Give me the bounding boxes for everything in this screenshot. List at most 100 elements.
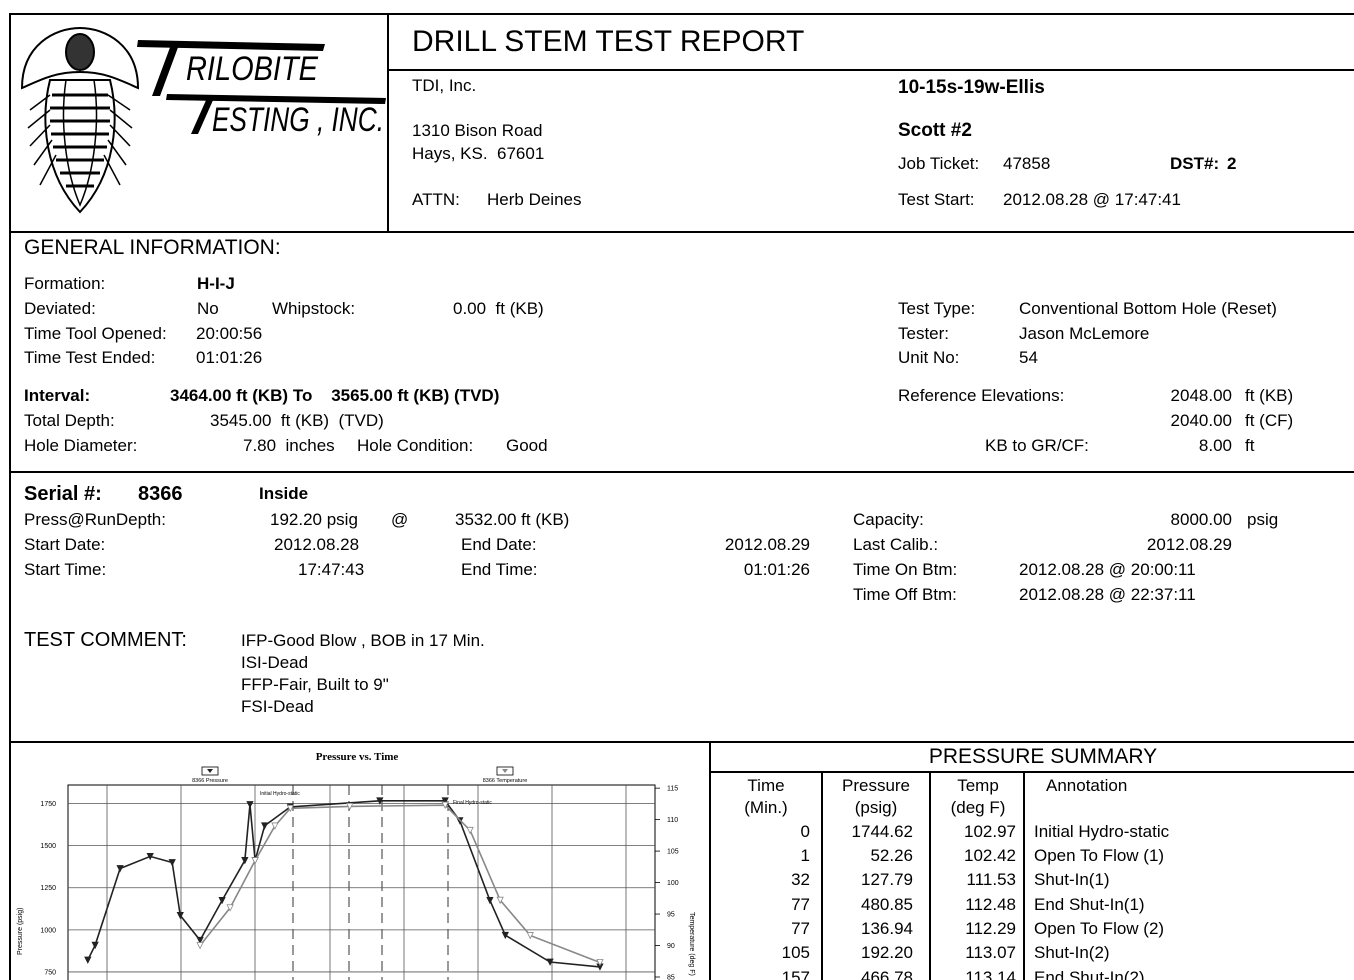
chart-title: Pressure vs. Time	[316, 751, 399, 763]
kb-to-gr: 8.00	[1199, 436, 1232, 456]
last-calib-label: Last Calib.:	[853, 535, 938, 555]
plot-frame	[68, 785, 655, 980]
on-btm-label: Time On Btm:	[853, 560, 957, 580]
rows: 32	[791, 870, 810, 890]
interval-label: Interval:	[24, 386, 90, 406]
test-type-label: Test Type:	[898, 299, 975, 319]
rows: 52.26	[870, 846, 913, 866]
rows: 480.85	[861, 895, 913, 915]
capacity: 8000.00	[1171, 510, 1232, 530]
rows: 157	[782, 968, 810, 980]
hole-diameter: 7.80 inches	[243, 436, 335, 456]
rows: Shut-In(2)	[1034, 943, 1110, 963]
data-point	[247, 802, 253, 808]
rows: 136.94	[861, 919, 913, 939]
series-line	[200, 805, 600, 962]
whipstock-label: Whipstock:	[272, 299, 355, 319]
tester: Jason McLemore	[1019, 324, 1149, 344]
rows: 77	[791, 895, 810, 915]
rows: 77	[791, 919, 810, 939]
title: DRILL STEM TEST REPORT	[412, 24, 804, 60]
interval: 3464.00 ft (KB) To 3565.00 ft (KB) (TVD)	[170, 386, 499, 406]
test-ended-label: Time Test Ended:	[24, 348, 155, 368]
run-depth: 3532.00 ft (KB)	[455, 510, 569, 530]
rows: 102.42	[964, 846, 1016, 866]
chart: Pressure vs. Time75010001250150017508590…	[17, 751, 695, 980]
y2-tick-label: 110	[667, 817, 678, 824]
rows: 192.20	[861, 943, 913, 963]
at: @	[391, 510, 408, 530]
rows: 113.07	[965, 943, 1016, 963]
logo-text: ESTING , INC.	[212, 101, 384, 139]
data-point	[219, 897, 225, 903]
title: PRESSURE SUMMARY	[929, 744, 1157, 769]
test-start-label: Test Start:	[898, 190, 975, 210]
start-date: 2012.08.28	[274, 535, 359, 555]
legend-label: 8366 Temperature	[483, 778, 528, 784]
data-point	[92, 942, 98, 948]
chart-annotation: Final Hydro-static	[453, 800, 492, 806]
position: Inside	[259, 484, 308, 504]
comment-label: TEST COMMENT:	[24, 628, 187, 652]
rows: End Shut-In(2)	[1034, 968, 1145, 980]
y2-tick-label: 100	[667, 880, 679, 887]
capacity-unit: psig	[1247, 510, 1278, 530]
deviated-label: Deviated:	[24, 299, 96, 319]
tool-opened: 20:00:56	[196, 324, 262, 344]
hole-condition-label: Hole Condition:	[357, 436, 473, 456]
comments: ISI-Dead	[241, 653, 308, 673]
y-tick-label: 1750	[40, 801, 56, 808]
legend-label: 8366 Pressure	[192, 778, 228, 784]
end-date-label: End Date:	[461, 535, 537, 555]
y-tick-label: 1000	[40, 927, 56, 934]
formation: H-I-J	[197, 274, 235, 294]
attn-label: ATTN:	[412, 190, 460, 210]
rows: 111.53	[967, 870, 1016, 890]
address: Hays, KS. 67601	[412, 144, 544, 164]
elevation-kb-unit: ft (KB)	[1245, 386, 1293, 406]
tester-label: Tester:	[898, 324, 949, 344]
serial-label: Serial #:	[24, 482, 102, 506]
data-point	[197, 943, 203, 949]
elevation-kb: 2048.00	[1171, 386, 1232, 406]
data-point	[252, 858, 258, 864]
on-btm: 2012.08.28 @ 20:00:11	[1019, 560, 1196, 580]
tool-opened-label: Time Tool Opened:	[24, 324, 167, 344]
job-ticket: 47858	[1003, 154, 1050, 174]
y-tick-label: 1500	[40, 843, 56, 850]
rows: 127.79	[861, 870, 913, 890]
whipstock: 0.00 ft (KB)	[453, 299, 544, 319]
comments: FFP-Fair, Built to 9"	[241, 675, 389, 695]
rows: Initial Hydro-static	[1034, 822, 1169, 842]
elevation-cf: 2040.00	[1171, 411, 1232, 431]
logo-trilobite	[22, 28, 138, 212]
end-time-label: End Time:	[461, 560, 538, 580]
company: TDI, Inc.	[412, 76, 476, 96]
rows: 105	[782, 943, 810, 963]
logo-text: RILOBITE	[186, 50, 318, 88]
columns: Annotation	[1046, 776, 1127, 796]
formation-label: Formation:	[24, 274, 105, 294]
rows: 1744.62	[852, 822, 913, 842]
elevation-cf-unit: ft (CF)	[1245, 411, 1293, 431]
well: Scott #2	[898, 120, 972, 143]
y2-axis-label: Temperature (deg F)	[688, 912, 695, 976]
comments: FSI-Dead	[241, 697, 314, 717]
capacity-label: Capacity:	[853, 510, 924, 530]
comments: IFP-Good Blow , BOB in 17 Min.	[241, 631, 485, 651]
attn: Herb Deines	[487, 190, 582, 210]
press: 192.20 psig	[270, 510, 358, 530]
data-point	[467, 827, 473, 833]
start-date-label: Start Date:	[24, 535, 105, 555]
y2-tick-label: 115	[667, 786, 678, 793]
hole-diameter-label: Hole Diameter:	[24, 436, 137, 456]
location: 10-15s-19w-Ellis	[898, 77, 1045, 100]
address: 1310 Bison Road	[412, 121, 542, 141]
kb-to-gr-label: KB to GR/CF:	[985, 436, 1089, 456]
serial: 8366	[138, 482, 183, 506]
last-calib: 2012.08.29	[1147, 535, 1232, 555]
rows: 112.48	[965, 895, 1016, 915]
data-point	[85, 957, 91, 963]
rows: 102.97	[964, 822, 1016, 842]
rows: End Shut-In(1)	[1034, 895, 1145, 915]
